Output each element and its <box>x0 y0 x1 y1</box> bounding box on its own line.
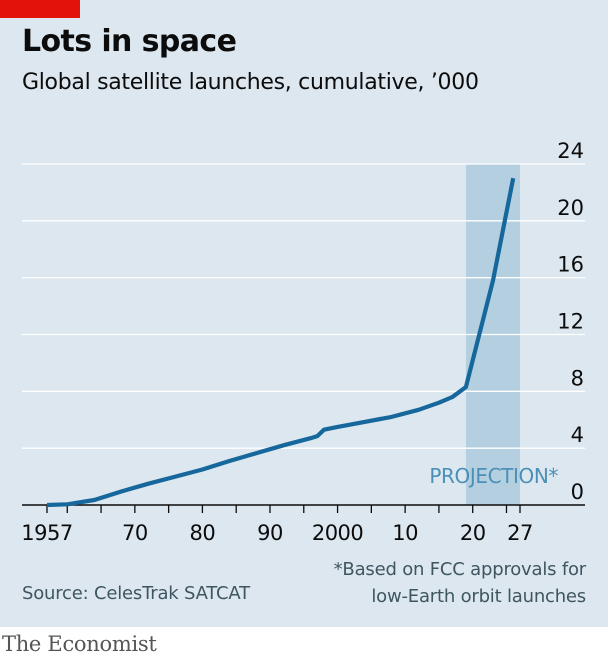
y-tick-label-20: 20 <box>557 196 584 220</box>
footnote-line-2: low-Earth orbit launches <box>371 586 586 607</box>
y-tick-label-group: 0 4 8 12 16 20 24 <box>557 139 584 504</box>
projection-label-group: PROJECTION* <box>429 464 558 488</box>
brand-accent-tag <box>0 0 80 18</box>
series-group <box>46 177 516 508</box>
x-tick-label-group: 1957 70 80 90 2000 10 20 27 <box>21 521 533 545</box>
projection-label: PROJECTION* <box>429 464 558 488</box>
series-line-0 <box>46 177 516 508</box>
y-tick-label-8: 8 <box>571 366 584 390</box>
footnote-line-1: *Based on FCC approvals for <box>333 559 587 580</box>
footnote: *Based on FCC approvals for low-Earth or… <box>333 556 587 610</box>
y-tick-label-24: 24 <box>557 139 584 163</box>
x-tick-label-1980: 80 <box>190 521 216 545</box>
gridline-group <box>22 163 585 449</box>
publisher-logo: The Economist <box>2 632 157 656</box>
y-tick-label-16: 16 <box>557 253 584 277</box>
x-tick-label-1990: 90 <box>257 521 283 545</box>
x-tick-label-1957: 1957 <box>21 521 72 545</box>
y-tick-label-0: 0 <box>571 480 584 504</box>
y-tick-label-4: 4 <box>571 423 584 447</box>
x-tick-label-2020: 20 <box>460 521 486 545</box>
x-tick-label-2027: 27 <box>507 521 533 545</box>
source-note: Source: CelesTrak SATCAT <box>22 583 250 604</box>
x-tick-label-2000: 2000 <box>312 521 363 545</box>
x-tick-label-1970: 70 <box>122 521 148 545</box>
y-tick-label-12: 12 <box>557 310 584 334</box>
x-tick-label-2010: 10 <box>392 521 418 545</box>
chart-subtitle: Global satellite launches, cumulative, ’… <box>22 70 479 95</box>
line-chart: 0 4 8 12 16 20 24 1957 70 80 90 2000 10 20 27 PROJECT… <box>21 139 585 545</box>
chart-title: Lots in space <box>22 24 237 59</box>
x-tick-group <box>46 505 521 513</box>
